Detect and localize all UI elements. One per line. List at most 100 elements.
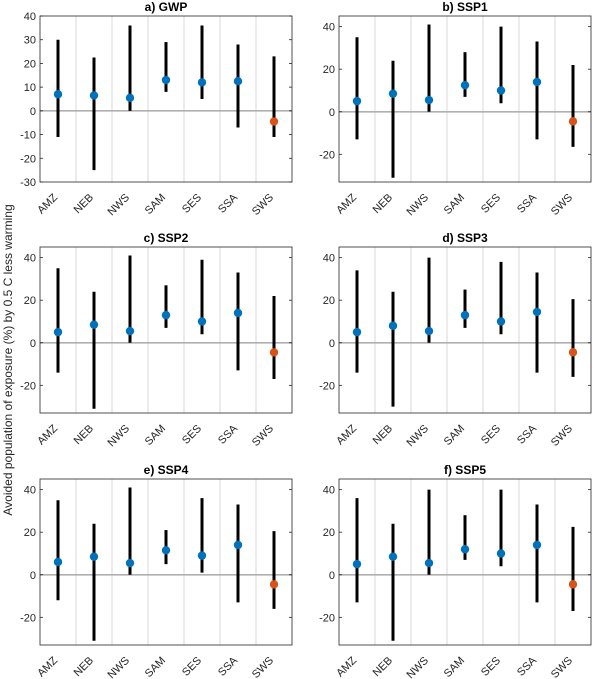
axes-frame bbox=[39, 478, 293, 646]
y-tick-label: -30 bbox=[20, 177, 36, 189]
y-tick-label: 40 bbox=[24, 253, 36, 265]
y-tick-label: 20 bbox=[323, 64, 335, 76]
y-tick-label: 0 bbox=[329, 107, 335, 119]
x-tick-label: SWS bbox=[250, 423, 276, 449]
panel-2: -20 0 20 40 b) SSP1 AMZ NEB NWS SAM SES SSA SWS bbox=[319, 0, 592, 219]
x-tick-label: NWS bbox=[404, 423, 431, 450]
panel-title: a) GWP bbox=[145, 0, 188, 14]
x-tick-label: SES bbox=[479, 423, 503, 447]
x-tick-label: SWS bbox=[549, 192, 575, 218]
axes-frame bbox=[338, 15, 592, 183]
x-tick-label: NEB bbox=[72, 192, 96, 216]
y-tick-label: 40 bbox=[323, 22, 335, 34]
y-tick-label: 20 bbox=[323, 295, 335, 307]
y-tick-label: 20 bbox=[24, 295, 36, 307]
y-tick-label: 40 bbox=[323, 485, 335, 497]
data-point bbox=[161, 546, 171, 555]
x-tick-label: SES bbox=[180, 655, 204, 679]
x-tick-label: SAM bbox=[442, 423, 467, 448]
data-point bbox=[388, 321, 398, 330]
data-point bbox=[197, 78, 207, 87]
x-tick-label: SES bbox=[180, 192, 204, 216]
data-point bbox=[269, 348, 279, 357]
panels: -30 -20 -10 0 10 20 30 40 a) GWP AMZ NEB NWS SAM SES S… bbox=[20, 0, 592, 679]
data-point bbox=[352, 559, 362, 569]
x-tick-label: SWS bbox=[549, 655, 575, 679]
data-point bbox=[496, 317, 506, 326]
x-tick-label: SSA bbox=[216, 654, 241, 679]
data-point bbox=[53, 557, 63, 567]
x-tick-label: NEB bbox=[72, 655, 96, 679]
x-tick-label: NWS bbox=[404, 655, 431, 679]
y-tick-label: 40 bbox=[24, 11, 36, 23]
x-tick-label: NWS bbox=[404, 192, 431, 219]
y-tick-label: -10 bbox=[20, 130, 36, 142]
x-tick-label: SSA bbox=[515, 422, 540, 447]
x-tick-label: SAM bbox=[143, 192, 168, 217]
y-tick-label: -20 bbox=[20, 153, 36, 165]
x-tick-label: AMZ bbox=[334, 422, 359, 447]
y-tick-label: 20 bbox=[24, 527, 36, 539]
axes-frame bbox=[39, 246, 293, 414]
plot-area bbox=[40, 16, 292, 182]
x-tick-label: SSA bbox=[515, 191, 540, 216]
y-tick-label: 10 bbox=[24, 82, 36, 94]
panel-title: c) SSP2 bbox=[144, 231, 189, 245]
plot-area bbox=[40, 247, 292, 413]
y-axis-label: Avoided population of exposure (%) by 0.… bbox=[1, 204, 15, 515]
y-tick-label: -20 bbox=[319, 380, 335, 392]
x-tick-label: AMZ bbox=[35, 422, 60, 447]
x-tick-label: NEB bbox=[371, 655, 395, 679]
x-tick-label: NEB bbox=[371, 423, 395, 447]
data-point bbox=[125, 558, 135, 568]
data-point bbox=[496, 86, 506, 95]
data-point bbox=[532, 307, 542, 317]
x-tick-label: SES bbox=[180, 423, 204, 447]
data-point bbox=[460, 545, 470, 554]
data-point bbox=[197, 551, 207, 560]
data-point bbox=[53, 90, 63, 99]
data-point bbox=[532, 77, 542, 87]
data-point bbox=[125, 326, 135, 336]
data-point bbox=[161, 75, 171, 85]
y-tick-label: 20 bbox=[24, 58, 36, 70]
y-tick-label: 40 bbox=[24, 485, 36, 497]
panel-title: e) SSP4 bbox=[144, 463, 189, 477]
panel-1: -30 -20 -10 0 10 20 30 40 a) GWP AMZ NEB NWS SAM SES S… bbox=[20, 0, 293, 219]
y-tick-label: 20 bbox=[323, 527, 335, 539]
data-point bbox=[233, 308, 243, 318]
axes-frame bbox=[39, 15, 293, 183]
panel-6: -20 0 20 40 f) SSP5 AMZ NEB NWS SAM SES SSA SWS bbox=[319, 463, 592, 679]
x-tick-label: SSA bbox=[216, 422, 241, 447]
data-point bbox=[233, 540, 243, 550]
y-tick-label: -20 bbox=[319, 612, 335, 624]
data-point bbox=[532, 540, 542, 550]
x-tick-label: NWS bbox=[105, 192, 132, 219]
data-point bbox=[568, 580, 578, 589]
x-tick-label: SSA bbox=[216, 191, 241, 216]
data-point bbox=[269, 580, 279, 589]
y-tick-label: -20 bbox=[20, 380, 36, 392]
x-tick-label: NWS bbox=[105, 655, 132, 679]
x-tick-label: SES bbox=[479, 192, 503, 216]
data-point bbox=[161, 310, 171, 320]
x-tick-label: SAM bbox=[442, 655, 467, 679]
data-point bbox=[89, 91, 99, 100]
x-tick-label: NWS bbox=[105, 423, 132, 450]
data-point bbox=[352, 327, 362, 337]
axes-frame bbox=[338, 478, 592, 646]
data-point bbox=[388, 552, 398, 561]
data-point bbox=[89, 552, 99, 561]
axes-frame bbox=[338, 246, 592, 414]
y-tick-label: 0 bbox=[329, 338, 335, 350]
x-tick-label: SAM bbox=[143, 655, 168, 679]
x-tick-label: AMZ bbox=[334, 191, 359, 216]
data-point bbox=[53, 327, 63, 337]
plot-area bbox=[339, 479, 591, 645]
y-tick-label: 40 bbox=[323, 253, 335, 265]
panel-4: -20 0 20 40 d) SSP3 AMZ NEB NWS SAM SES SSA SWS bbox=[319, 231, 592, 450]
x-tick-label: SSA bbox=[515, 654, 540, 679]
panel-title: b) SSP1 bbox=[442, 0, 488, 14]
data-point bbox=[197, 317, 207, 326]
plot-area bbox=[339, 247, 591, 413]
